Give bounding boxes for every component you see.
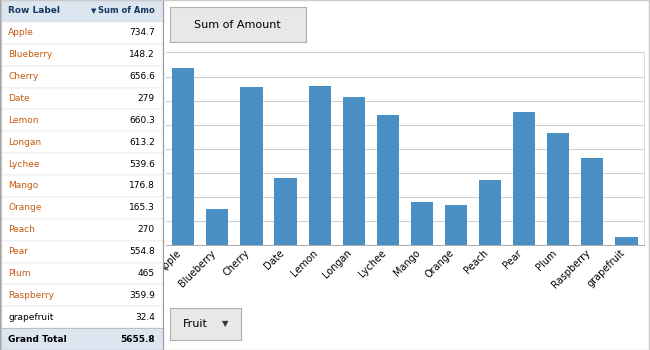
Bar <box>0 284 163 306</box>
Text: 656.6: 656.6 <box>129 72 155 81</box>
Text: Peach: Peach <box>8 225 35 234</box>
Bar <box>309 86 331 245</box>
Text: Fruit: Fruit <box>183 319 208 329</box>
Text: 5655.8: 5655.8 <box>120 335 155 344</box>
Text: Row Label: Row Label <box>8 6 60 15</box>
Text: Cherry: Cherry <box>8 72 38 81</box>
Bar <box>0 109 163 131</box>
Text: Apple: Apple <box>8 28 34 37</box>
Bar <box>0 0 163 22</box>
Bar <box>0 328 163 350</box>
Bar <box>513 112 535 245</box>
Text: 176.8: 176.8 <box>129 181 155 190</box>
Bar <box>0 88 163 109</box>
Text: Orange: Orange <box>8 203 42 212</box>
Text: grapefruit: grapefruit <box>8 313 53 322</box>
Text: Sum of Amo: Sum of Amo <box>98 6 155 15</box>
Text: 359.9: 359.9 <box>129 291 155 300</box>
Text: 32.4: 32.4 <box>135 313 155 322</box>
Text: 465: 465 <box>138 269 155 278</box>
Bar <box>0 44 163 66</box>
Bar <box>411 202 433 245</box>
Bar <box>0 175 163 197</box>
Bar <box>547 133 569 245</box>
Text: Date: Date <box>8 94 30 103</box>
Text: 660.3: 660.3 <box>129 116 155 125</box>
Text: Lychee: Lychee <box>8 160 40 169</box>
Text: 165.3: 165.3 <box>129 203 155 212</box>
Bar <box>0 306 163 328</box>
Bar <box>0 66 163 88</box>
Text: Lemon: Lemon <box>8 116 38 125</box>
Bar <box>445 205 467 245</box>
Text: Plum: Plum <box>8 269 31 278</box>
Bar <box>343 97 365 245</box>
Bar <box>240 87 263 245</box>
Text: Grand Total: Grand Total <box>8 335 67 344</box>
Bar <box>0 22 163 44</box>
Text: 734.7: 734.7 <box>129 28 155 37</box>
Bar <box>616 237 638 245</box>
Text: Sum of Amount: Sum of Amount <box>194 20 281 29</box>
Bar <box>0 262 163 284</box>
Bar <box>0 131 163 153</box>
Text: 539.6: 539.6 <box>129 160 155 169</box>
Text: Blueberry: Blueberry <box>8 50 53 59</box>
Text: ▼: ▼ <box>91 8 97 14</box>
Text: Raspberry: Raspberry <box>8 291 54 300</box>
Bar <box>377 115 399 245</box>
Text: 554.8: 554.8 <box>129 247 155 256</box>
Bar <box>479 180 501 245</box>
Bar <box>581 159 603 245</box>
Bar <box>274 178 296 245</box>
Bar <box>172 68 194 245</box>
Text: ▼: ▼ <box>222 319 229 328</box>
Bar <box>0 219 163 241</box>
Bar <box>206 209 228 245</box>
Bar <box>0 153 163 175</box>
Text: 270: 270 <box>138 225 155 234</box>
Bar <box>0 241 163 262</box>
Text: Longan: Longan <box>8 138 42 147</box>
Text: Pear: Pear <box>8 247 28 256</box>
Bar <box>0 197 163 219</box>
Text: 613.2: 613.2 <box>129 138 155 147</box>
Text: 148.2: 148.2 <box>129 50 155 59</box>
Text: Mango: Mango <box>8 181 38 190</box>
Text: 279: 279 <box>138 94 155 103</box>
